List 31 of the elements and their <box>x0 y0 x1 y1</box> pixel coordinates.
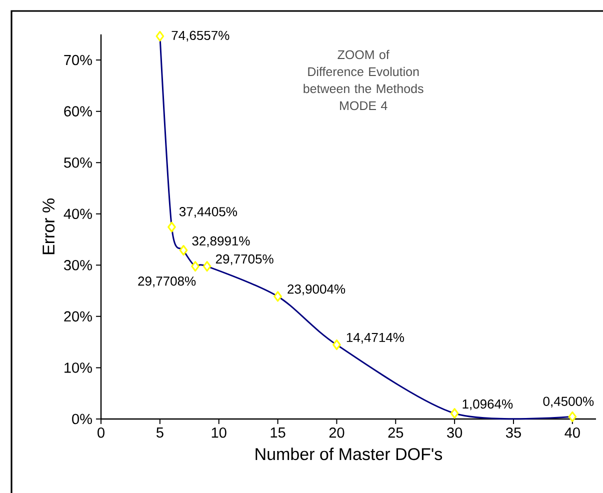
x-tick-label: 40 <box>564 428 580 438</box>
data-label: 32,8991% <box>192 236 250 248</box>
x-axis-title: Number of Master DOF's <box>256 448 442 460</box>
x-tick-label: 20 <box>329 428 344 438</box>
y-tick-label: 30% <box>64 260 92 270</box>
annotation: MODE 4 <box>340 101 388 110</box>
y-tick-label: 60% <box>64 106 92 116</box>
data-label: 29,7708% <box>138 276 196 288</box>
data-label: 1,0964% <box>462 399 513 410</box>
data-label: 0,4500% <box>543 396 594 408</box>
y-tick-label: 70% <box>64 54 92 66</box>
x-tick-label: 0 <box>98 428 104 438</box>
data-label: 29,7705% <box>216 254 274 266</box>
x-tick-label: 30 <box>447 428 462 438</box>
x-tick-label: 5 <box>156 428 164 438</box>
y-tick-label: 20% <box>64 311 92 322</box>
y-tick-label: 10% <box>64 362 92 373</box>
data-label: 37,4405% <box>179 207 237 218</box>
data-label: 74,6557% <box>172 30 230 42</box>
x-tick-label: 15 <box>270 428 286 438</box>
data-label: 14,4714% <box>346 332 404 344</box>
x-tick-label: 25 <box>388 428 404 438</box>
y-axis-title: Error % <box>42 198 55 254</box>
y-tick-label: 0% <box>72 414 92 424</box>
y-tick-label: 50% <box>64 157 92 168</box>
y-tick-label: 40% <box>64 208 92 220</box>
text: Difference Evolution between the Methods <box>304 66 424 94</box>
x-tick-label: 10 <box>212 428 226 438</box>
text: ZOOM of <box>338 50 390 60</box>
data-label: 23,9004% <box>288 284 346 296</box>
x-tick-label: 35 <box>506 428 521 438</box>
